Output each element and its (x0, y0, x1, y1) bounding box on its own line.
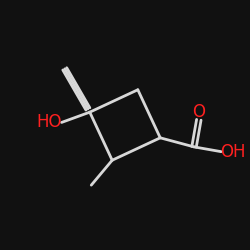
Text: O: O (192, 103, 205, 121)
Text: HO: HO (36, 114, 62, 132)
Text: OH: OH (220, 143, 245, 161)
